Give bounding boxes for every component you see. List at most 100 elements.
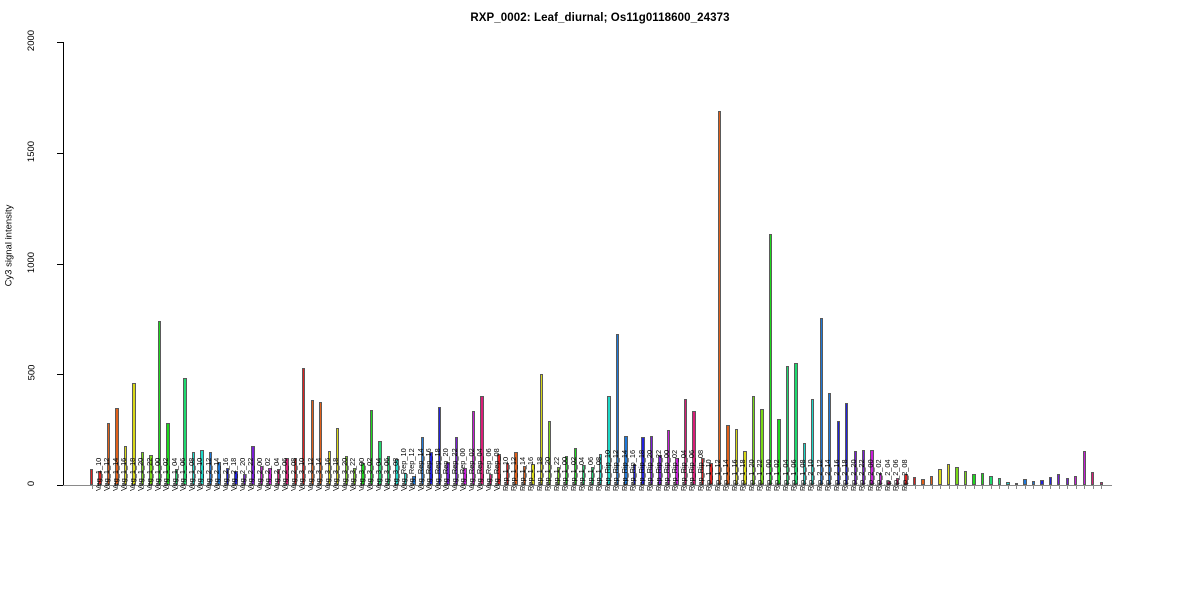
bar [420, 436, 425, 485]
x-axis-tick [940, 486, 942, 489]
bar [556, 466, 560, 485]
x-axis-tick [1092, 486, 1094, 489]
x-axis-tick [744, 486, 746, 489]
x-axis-tick [872, 486, 874, 489]
bar [242, 474, 247, 485]
bar [870, 449, 874, 485]
bar [1048, 477, 1052, 485]
x-axis-tick [982, 486, 984, 489]
bar [1065, 478, 1069, 485]
bar [174, 469, 179, 485]
x-axis-tick [91, 486, 93, 489]
x-axis-tick [761, 486, 763, 489]
x-axis-tick-label: Veg_Rep_20 [441, 448, 451, 491]
bar [853, 450, 857, 485]
x-axis-tick-label: Rep_Rip_12 [611, 449, 621, 491]
bar [1057, 474, 1061, 485]
x-axis-tick [295, 486, 297, 489]
chart-title: RXP_0002: Leaf_diurnal; Os11g0118600_243… [470, 12, 730, 24]
x-axis-tick [363, 486, 365, 489]
x-axis-tick [524, 486, 526, 489]
x-axis-tick [965, 486, 967, 489]
x-axis-tick [660, 486, 662, 489]
x-axis-tick [1067, 486, 1069, 489]
bar [955, 467, 959, 485]
bar [904, 474, 908, 485]
bar [794, 363, 798, 485]
bar [251, 445, 255, 485]
x-axis-tick [804, 486, 806, 489]
bar [717, 110, 722, 485]
x-axis-tick [770, 486, 772, 489]
x-axis-tick [889, 486, 891, 489]
x-axis-tick [1007, 486, 1009, 489]
bar [912, 477, 917, 485]
x-axis-tick-label: Rep_Rip_06 [687, 449, 697, 491]
bar [395, 458, 399, 485]
x-axis-tick [626, 486, 628, 489]
bar [225, 468, 230, 485]
bar [938, 469, 942, 485]
x-axis-tick [923, 486, 925, 489]
x-axis-tick [753, 486, 755, 489]
x-axis-tick [397, 486, 399, 489]
x-axis-tick [558, 486, 560, 489]
x-axis-tick [405, 486, 407, 489]
x-axis-tick [651, 486, 653, 489]
bar [802, 442, 806, 485]
bar [768, 233, 773, 485]
bar [895, 478, 900, 485]
x-axis-tick [448, 486, 449, 489]
bar [488, 473, 493, 485]
bar [106, 423, 111, 485]
x-axis-tick [863, 486, 865, 489]
bar [980, 472, 985, 485]
bar [183, 377, 187, 485]
bar [217, 461, 221, 485]
bar [234, 471, 238, 485]
bar [497, 454, 501, 485]
bar [1006, 482, 1010, 485]
bar [140, 451, 145, 485]
bar [539, 374, 543, 485]
bar [649, 435, 654, 485]
bar [777, 418, 781, 485]
bar [166, 423, 170, 485]
x-axis-tick [778, 486, 780, 489]
x-axis-tick [999, 486, 1001, 489]
x-axis-tick [439, 486, 441, 489]
bar [700, 458, 705, 485]
x-axis-tick [668, 486, 670, 489]
bar [1023, 479, 1027, 485]
x-axis-tick [498, 486, 500, 489]
x-axis-tick [218, 486, 220, 489]
x-axis-tick [193, 486, 195, 489]
bar [471, 411, 476, 485]
x-axis-tick-label: Rep_Rip_16 [628, 449, 638, 491]
x-axis-tick [702, 486, 704, 489]
bar [157, 321, 162, 485]
bar [191, 451, 196, 485]
x-axis-tick [880, 486, 882, 489]
x-axis-tick [566, 486, 568, 489]
x-axis-tick [914, 486, 916, 489]
x-axis-tick [422, 486, 424, 489]
x-axis-tick [685, 486, 687, 489]
bar [573, 448, 577, 485]
bar [548, 420, 552, 485]
y-axis-tick [57, 152, 63, 154]
bar [446, 462, 450, 485]
x-axis-tick [252, 486, 254, 489]
x-axis-tick [515, 486, 517, 489]
bar [378, 440, 382, 485]
x-axis-tick [464, 486, 466, 489]
x-axis-tick [643, 486, 645, 489]
x-axis-tick [897, 486, 899, 489]
x-axis-tick [142, 486, 144, 489]
bar [522, 466, 527, 485]
bar [658, 455, 662, 485]
bar [454, 436, 459, 485]
x-axis-tick [906, 486, 908, 489]
bar [1099, 481, 1103, 485]
x-axis-tick [134, 486, 136, 489]
